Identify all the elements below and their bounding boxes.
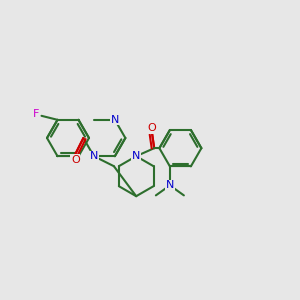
Text: O: O: [71, 155, 80, 165]
Text: N: N: [111, 115, 119, 125]
Text: N: N: [90, 151, 98, 161]
Text: O: O: [148, 123, 157, 133]
Text: F: F: [33, 109, 40, 119]
Text: N: N: [132, 151, 140, 161]
Text: N: N: [166, 180, 174, 190]
